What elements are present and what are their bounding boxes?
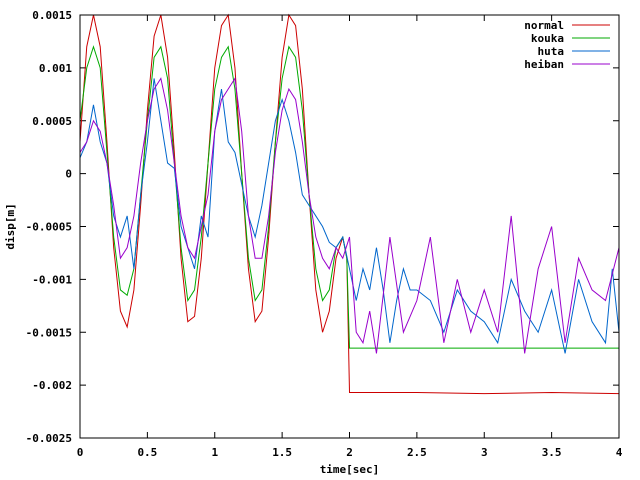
x-tick-label: 4: [616, 446, 623, 459]
x-tick-label: 2: [346, 446, 353, 459]
x-tick-label: 2.5: [407, 446, 427, 459]
series-line-heiban: [79, 77, 620, 354]
x-tick-label: 3.5: [542, 446, 562, 459]
x-tick-label: 0: [77, 446, 84, 459]
legend-label-kouka: kouka: [531, 32, 564, 45]
y-tick-label: 0: [65, 168, 72, 181]
y-tick-label: -0.001: [32, 273, 72, 286]
y-tick-label: -0.0015: [26, 326, 72, 339]
x-tick-label: 1: [211, 446, 218, 459]
series-layer: [79, 13, 620, 395]
x-axis-ticks: 0 0.5 1 1.5 2 2.5 3 3.5 4: [77, 15, 623, 459]
legend-label-huta: huta: [538, 45, 565, 58]
x-tick-label: 3: [481, 446, 488, 459]
y-tick-label: 0.0005: [32, 115, 72, 128]
x-tick-label: 0.5: [137, 446, 157, 459]
series-line-huta: [79, 78, 620, 354]
y-tick-label: 0.001: [39, 62, 72, 75]
y-tick-label: -0.0025: [26, 432, 72, 445]
legend-label-normal: normal: [524, 19, 564, 32]
legend-label-heiban: heiban: [524, 58, 564, 71]
x-axis-label: time[sec]: [320, 463, 380, 476]
series-line-kouka: [79, 45, 619, 349]
y-tick-label: -0.0005: [26, 221, 72, 234]
y-axis-label: disp[m]: [4, 203, 17, 249]
x-tick-label: 1.5: [272, 446, 292, 459]
plot-frame: [79, 14, 620, 439]
y-tick-label: 0.0015: [32, 9, 72, 22]
series-line-normal: [79, 13, 620, 395]
y-tick-label: -0.002: [32, 379, 72, 392]
y-axis-ticks: -0.0025 -0.002 -0.0015 -0.001 -0.0005 0 0.0005…: [26, 9, 619, 445]
